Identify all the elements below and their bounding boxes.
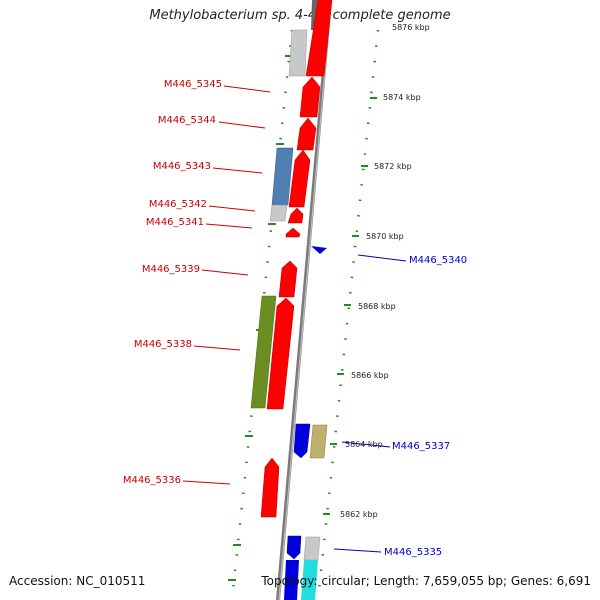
gene-M446_5343[interactable] <box>288 149 311 208</box>
accession-text: Accession: NC_010511 <box>9 574 146 588</box>
gray-feature-top[interactable] <box>288 29 308 77</box>
gene-label-forward[interactable]: M446_5345 <box>164 79 222 90</box>
gene-M446_5339[interactable] <box>278 260 298 298</box>
gene-M446_5336[interactable] <box>260 457 280 518</box>
gray-feature-bottom[interactable] <box>303 536 321 561</box>
gene-blue-bottom[interactable] <box>284 560 299 600</box>
scale-label: 5866 kbp <box>351 371 389 380</box>
olive-feature[interactable] <box>250 295 277 409</box>
gene-label-reverse[interactable]: M446_5335 <box>384 547 442 558</box>
gene-M446_5338[interactable] <box>266 297 295 410</box>
gene-M446_5342[interactable] <box>287 207 304 224</box>
genome-backbone <box>276 0 332 600</box>
gene-label-reverse[interactable]: M446_5340 <box>409 255 467 266</box>
khaki-feature[interactable] <box>309 424 328 459</box>
gene-label-forward[interactable]: M446_5341 <box>146 217 204 228</box>
gene-label-forward[interactable]: M446_5344 <box>158 115 216 126</box>
forward-leader-lines <box>182 85 271 485</box>
genome-backbone-highlight <box>278 0 332 600</box>
gene-M446_5346[interactable] <box>305 0 333 77</box>
scale-label: 5862 kbp <box>340 510 378 519</box>
gene-M446_5344[interactable] <box>296 117 317 151</box>
gene-label-forward[interactable]: M446_5339 <box>142 264 200 275</box>
gene-label-forward[interactable]: M446_5336 <box>123 475 181 486</box>
gene-label-forward[interactable]: M446_5342 <box>149 199 207 210</box>
gene-M446_5341[interactable] <box>285 227 301 238</box>
cyan-feature[interactable] <box>301 560 318 600</box>
gene-label-forward[interactable]: M446_5343 <box>153 161 211 172</box>
steelblue-feature[interactable] <box>271 147 294 206</box>
scale-label: 5864 kbp <box>345 440 383 449</box>
gene-M446_5337[interactable] <box>293 423 311 459</box>
genome-title: Methylobacterium sp. 4-46, complete geno… <box>149 8 451 23</box>
gene-label-forward[interactable]: M446_5338 <box>134 339 192 350</box>
scale-label: 5876 kbp <box>392 23 430 32</box>
gene-M446_5335[interactable] <box>286 535 302 560</box>
gene-M446_5345[interactable] <box>299 76 321 118</box>
gray-feature-5342[interactable] <box>269 204 288 222</box>
scale-label: 5874 kbp <box>383 93 421 102</box>
genome-info-text: Topology: circular; Length: 7,659,055 bp… <box>261 574 591 588</box>
scale-label: 5868 kbp <box>358 302 396 311</box>
gene-label-reverse[interactable]: M446_5337 <box>392 441 450 452</box>
scale-label: 5870 kbp <box>366 232 404 241</box>
reverse-leader-lines <box>333 254 407 553</box>
gene-M446_5340[interactable] <box>311 246 327 254</box>
scale-label: 5872 kbp <box>374 162 412 171</box>
